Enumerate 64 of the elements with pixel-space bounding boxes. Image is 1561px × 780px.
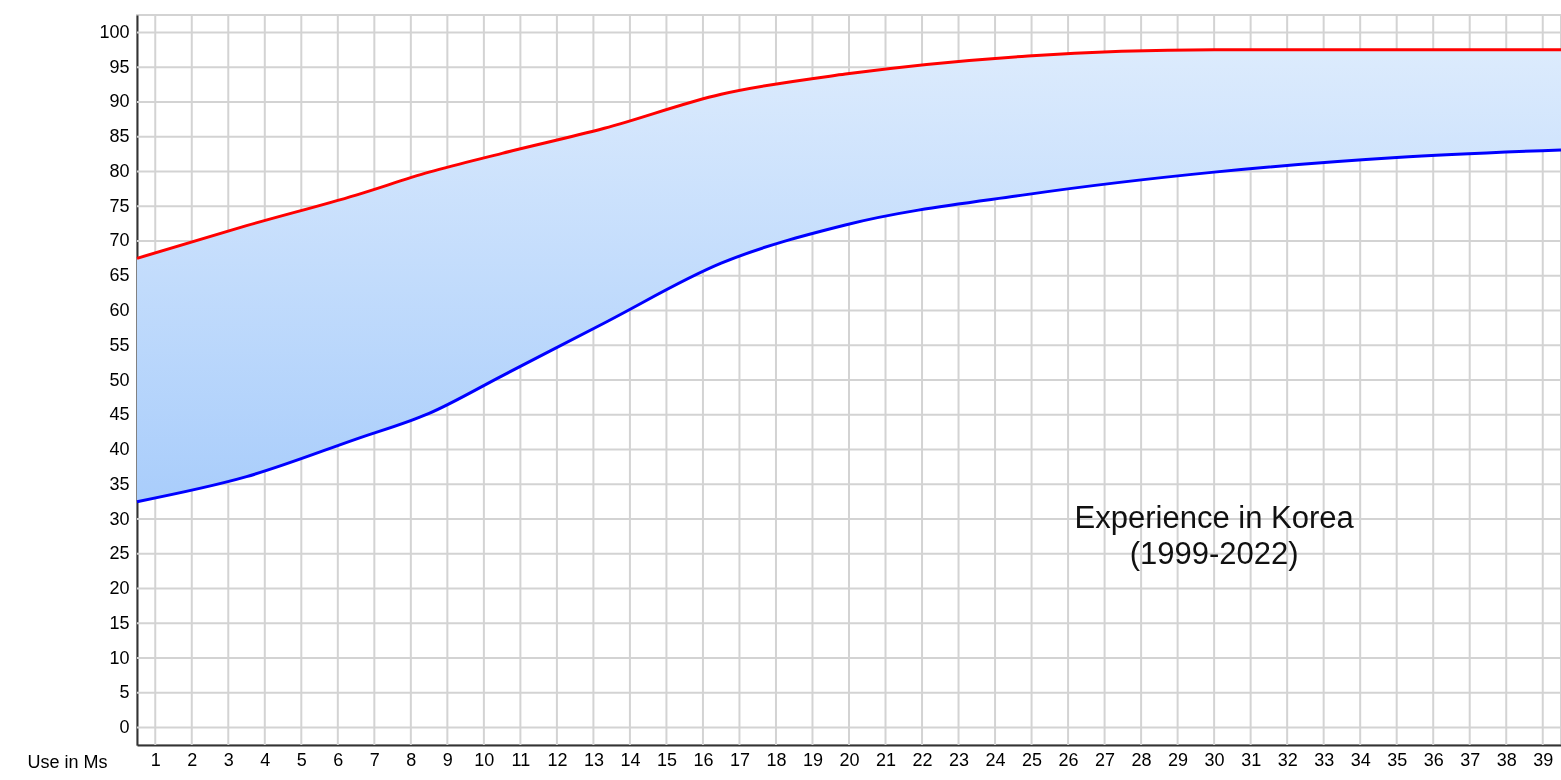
x-tick-label: 17 (729, 749, 750, 770)
y-tick-label: 45 (109, 404, 130, 425)
x-tick-label: 3 (223, 749, 234, 770)
y-tick-label: 30 (109, 508, 130, 529)
y-tick-label: 75 (109, 195, 130, 216)
x-tick-label: 20 (839, 749, 860, 770)
y-tick-label: 85 (109, 126, 130, 147)
x-tick-label: 30 (1204, 749, 1225, 770)
x-tick-label: 13 (583, 749, 604, 770)
y-tick-label: 80 (109, 160, 130, 181)
x-tick-label: 21 (876, 749, 897, 770)
y-tick-label: 35 (109, 473, 130, 494)
y-tick-label: 60 (109, 299, 130, 320)
x-tick-label: 25 (1022, 749, 1043, 770)
x-tick-label: 29 (1168, 749, 1189, 770)
x-tick-label: 4 (260, 749, 271, 770)
x-tick-label: 23 (949, 749, 970, 770)
y-tick-label: 15 (109, 612, 130, 633)
x-tick-label: 38 (1496, 749, 1517, 770)
x-tick-label: 14 (620, 749, 641, 770)
x-tick-label: 37 (1460, 749, 1481, 770)
y-tick-label: 95 (109, 56, 130, 77)
x-tick-label: 22 (912, 749, 933, 770)
y-tick-label: 20 (109, 578, 130, 599)
y-tick-label: 55 (109, 334, 130, 355)
x-tick-label: 27 (1095, 749, 1116, 770)
x-tick-label: 5 (296, 749, 307, 770)
x-tick-label: 35 (1387, 749, 1408, 770)
x-tick-label: 9 (442, 749, 453, 770)
x-tick-label: 18 (766, 749, 787, 770)
x-tick-label: 34 (1350, 749, 1371, 770)
x-tick-label: 6 (333, 749, 344, 770)
annotation: Experience in Korea (1999-2022) (1074, 500, 1355, 572)
x-tick-label: 32 (1277, 749, 1298, 770)
x-tick-label: 28 (1131, 749, 1152, 770)
x-tick-label: 26 (1058, 749, 1079, 770)
line-series (135, 148, 1561, 504)
x-tick-label: 19 (802, 749, 823, 770)
x-tick-label: 16 (693, 749, 714, 770)
x-tick-label: 10 (474, 749, 495, 770)
x-tick-label: 31 (1241, 749, 1262, 770)
x-tick-label: 15 (656, 749, 677, 770)
x-tick-label: 39 (1533, 749, 1554, 770)
y-tick-label: 40 (109, 439, 130, 460)
y-tick-label: 5 (119, 682, 130, 703)
x-tick-label: 33 (1314, 749, 1335, 770)
y-tick-label: 10 (109, 647, 130, 668)
x-tick-label: 8 (406, 749, 417, 770)
y-tick-label: 25 (109, 543, 130, 564)
x-tick-label: 12 (547, 749, 568, 770)
y-tick-label: 100 (99, 21, 130, 42)
x-axis-title: Use in Ms (27, 751, 108, 772)
x-tick-label: 24 (985, 749, 1006, 770)
x-tick-label: 1 (150, 749, 161, 770)
x-tick-label: 11 (511, 749, 531, 770)
x-tick-label: 2 (187, 749, 198, 770)
y-tick-label: 0 (119, 717, 130, 738)
x-tick-label: 7 (369, 749, 380, 770)
y-tick-label: 70 (109, 230, 130, 251)
x-tick-label: 36 (1423, 749, 1444, 770)
line-series (135, 48, 1561, 260)
y-tick-label: 65 (109, 265, 130, 286)
y-tick-label: 90 (109, 91, 130, 112)
y-tick-label: 50 (109, 369, 130, 390)
